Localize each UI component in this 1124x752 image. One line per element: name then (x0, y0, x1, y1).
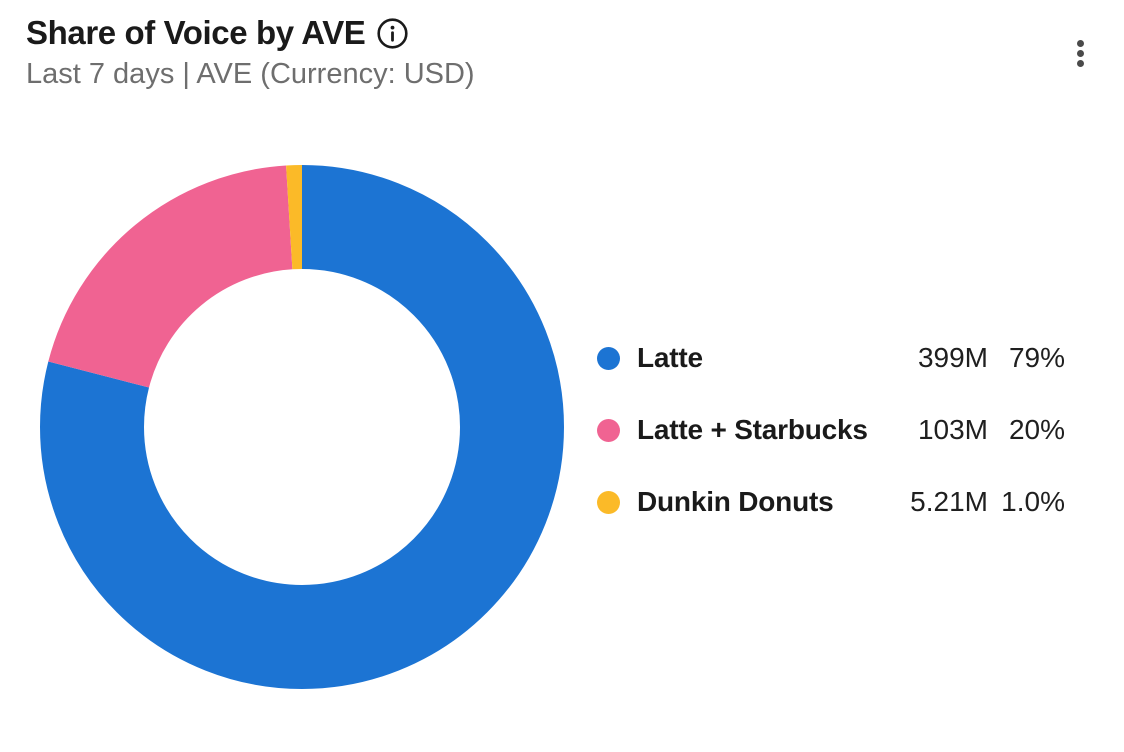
info-icon-glyph (377, 17, 409, 49)
legend-swatch-latte (597, 346, 620, 370)
donut-chart-svg (40, 165, 564, 689)
kebab-dot (1076, 49, 1084, 57)
kebab-dot (1076, 59, 1084, 67)
donut-segment-dunkin-donuts[interactable] (40, 165, 564, 689)
page-title: Share of Voice by AVE (26, 14, 366, 51)
card-header: Share of Voice by AVE (26, 14, 409, 52)
legend-label: Dunkin Donuts (637, 486, 834, 517)
legend-label: Latte (637, 342, 703, 373)
legend-percent: 1.0% (1001, 486, 1065, 517)
info-icon[interactable] (376, 17, 409, 50)
legend-item-latte-starbucks[interactable]: Latte + Starbucks 103M 20% (597, 414, 1065, 445)
legend-percent: 20% (1008, 414, 1065, 445)
legend-value: 399M (917, 342, 988, 373)
chart-legend: Latte 399M 79% Latte + Starbucks 103M 20% Dunk… (597, 342, 1065, 517)
legend-item-dunkin-donuts[interactable]: Dunkin Donuts 5.21M 1.0% (597, 486, 1065, 517)
legend-item-latte[interactable]: Latte 399M 79% (597, 342, 1065, 373)
legend-percent: 79% (1008, 342, 1065, 373)
legend-value: 5.21M (910, 486, 988, 517)
legend-swatch-latte-starbucks (597, 418, 620, 442)
kebab-dot (1076, 39, 1084, 47)
legend-swatch-dunkin-donuts (597, 490, 620, 514)
card-subtitle: Last 7 days | AVE (Currency: USD) (26, 58, 475, 90)
legend-label: Latte + Starbucks (637, 414, 868, 445)
donut-chart (40, 165, 564, 689)
kebab-menu-icon[interactable] (1066, 33, 1094, 73)
legend-value: 103M (917, 414, 988, 445)
